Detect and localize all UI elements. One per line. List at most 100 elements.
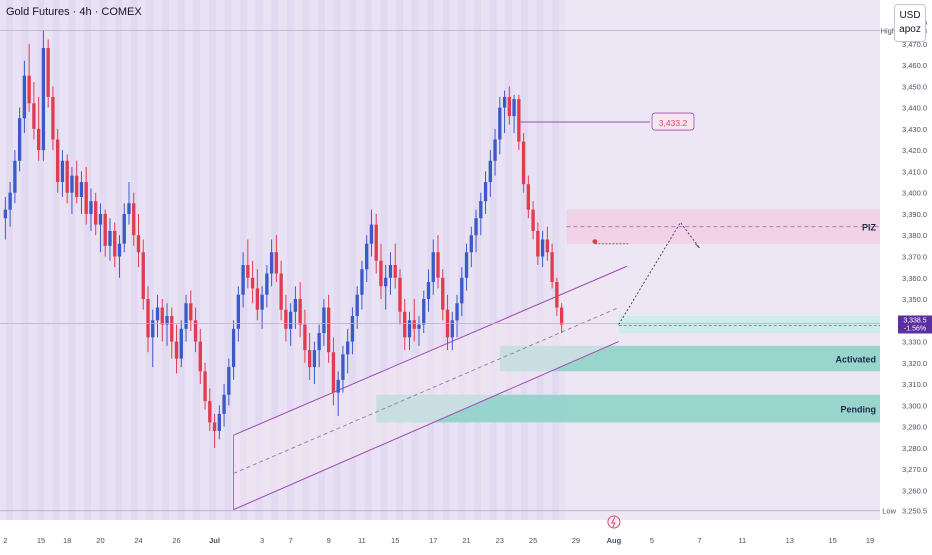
candle-body[interactable] [540, 239, 545, 257]
candle-body[interactable] [27, 75, 31, 104]
candle-body[interactable] [322, 307, 326, 334]
candle-body[interactable] [360, 269, 364, 295]
currency-selector[interactable]: USD apoz [894, 4, 926, 42]
candle-body[interactable] [246, 265, 250, 278]
candle-body[interactable] [379, 260, 383, 287]
candle-body[interactable] [422, 299, 426, 325]
candle-body[interactable] [13, 160, 17, 193]
candle-body[interactable] [460, 277, 464, 304]
candle-body[interactable] [79, 182, 84, 197]
candle-body[interactable] [269, 252, 274, 274]
candle-body[interactable] [193, 320, 198, 342]
price-axis[interactable]: 3,250.5 3,260.0 3,270.0 3,280.0 3,290.0 3,300… [881, 19, 932, 516]
candle-body[interactable] [417, 324, 421, 329]
candle-body[interactable] [70, 175, 74, 193]
candle-body[interactable] [56, 139, 60, 183]
candle-body[interactable] [398, 277, 402, 312]
candle-body[interactable] [132, 203, 136, 236]
candle-body[interactable] [89, 201, 93, 214]
candle-body[interactable] [274, 252, 279, 274]
candle-body[interactable] [108, 230, 112, 246]
candle-body[interactable] [498, 107, 502, 140]
candle-body[interactable] [384, 277, 388, 287]
candle-body[interactable] [217, 413, 221, 431]
candle-body[interactable] [265, 273, 269, 295]
candle-body[interactable] [393, 265, 397, 278]
candle-body[interactable] [146, 299, 150, 338]
candle-body[interactable] [141, 252, 145, 300]
candle-body[interactable] [36, 128, 41, 151]
candle-body[interactable] [336, 379, 340, 393]
candle-body[interactable] [469, 235, 473, 253]
candle-body[interactable] [369, 224, 374, 244]
last-price-badge[interactable] [898, 315, 932, 334]
candle-body[interactable] [136, 235, 141, 253]
candle-body[interactable] [521, 141, 526, 185]
candle-body[interactable] [250, 277, 255, 289]
candle-body[interactable] [388, 265, 393, 278]
candle-body[interactable] [279, 273, 283, 310]
candle-body[interactable] [231, 328, 236, 368]
candle-body[interactable] [350, 316, 355, 342]
candle-body[interactable] [312, 350, 317, 368]
candle-body[interactable] [441, 277, 445, 310]
candle-body[interactable] [241, 265, 245, 295]
candle-body[interactable] [431, 252, 435, 283]
candle-body[interactable] [212, 422, 217, 431]
candle-body[interactable] [236, 294, 240, 329]
candle-body[interactable] [346, 341, 350, 355]
candle-body[interactable] [507, 96, 511, 117]
candle-body[interactable] [227, 367, 231, 395]
candle-body[interactable] [75, 175, 79, 197]
candle-body[interactable] [3, 209, 8, 219]
candle-body[interactable] [170, 316, 174, 342]
candle-body[interactable] [303, 324, 307, 351]
candle-body[interactable] [84, 182, 88, 214]
candle-body[interactable] [355, 294, 359, 317]
candle-body[interactable] [517, 99, 521, 142]
sell-marker-icon[interactable] [592, 239, 598, 245]
candle-body[interactable] [222, 394, 226, 414]
candle-body[interactable] [8, 192, 12, 210]
candle-body[interactable] [450, 320, 454, 338]
candle-body[interactable] [407, 320, 412, 338]
candle-body[interactable] [555, 282, 559, 308]
candle-body[interactable] [98, 213, 103, 225]
candle-body[interactable] [559, 307, 564, 325]
candle-body[interactable] [502, 96, 507, 108]
candle-body[interactable] [151, 320, 155, 338]
candle-body[interactable] [479, 201, 483, 219]
candle-body[interactable] [426, 282, 431, 300]
candle-body[interactable] [41, 48, 46, 151]
candle-body[interactable] [512, 99, 516, 117]
candle-body[interactable] [165, 316, 169, 325]
candle-body[interactable] [327, 307, 331, 353]
candle-body[interactable] [341, 354, 345, 380]
candle-body[interactable] [155, 307, 160, 321]
candle-body[interactable] [455, 303, 459, 321]
candle-body[interactable] [179, 328, 183, 359]
candle-body[interactable] [127, 203, 131, 214]
candle-body[interactable] [474, 218, 478, 236]
candle-body[interactable] [255, 288, 260, 310]
candle-body[interactable] [483, 182, 488, 202]
candle-body[interactable] [365, 243, 369, 270]
candle-body[interactable] [208, 401, 212, 423]
candle-body[interactable] [174, 341, 179, 359]
candle-body[interactable] [103, 213, 107, 246]
lightning-icon[interactable] [607, 515, 621, 529]
candle-body[interactable] [17, 118, 22, 161]
candle-body[interactable] [198, 341, 202, 372]
candle-body[interactable] [65, 160, 69, 193]
candle-body[interactable] [113, 230, 117, 257]
candle-body[interactable] [60, 160, 65, 183]
candle-body[interactable] [293, 299, 298, 312]
candle-body[interactable] [374, 224, 378, 261]
candle-body[interactable] [260, 294, 264, 310]
candle-body[interactable] [493, 139, 497, 161]
candle-body[interactable] [32, 103, 36, 129]
candle-body[interactable] [122, 213, 126, 244]
candle-body[interactable] [184, 303, 188, 329]
candle-body[interactable] [22, 75, 27, 119]
